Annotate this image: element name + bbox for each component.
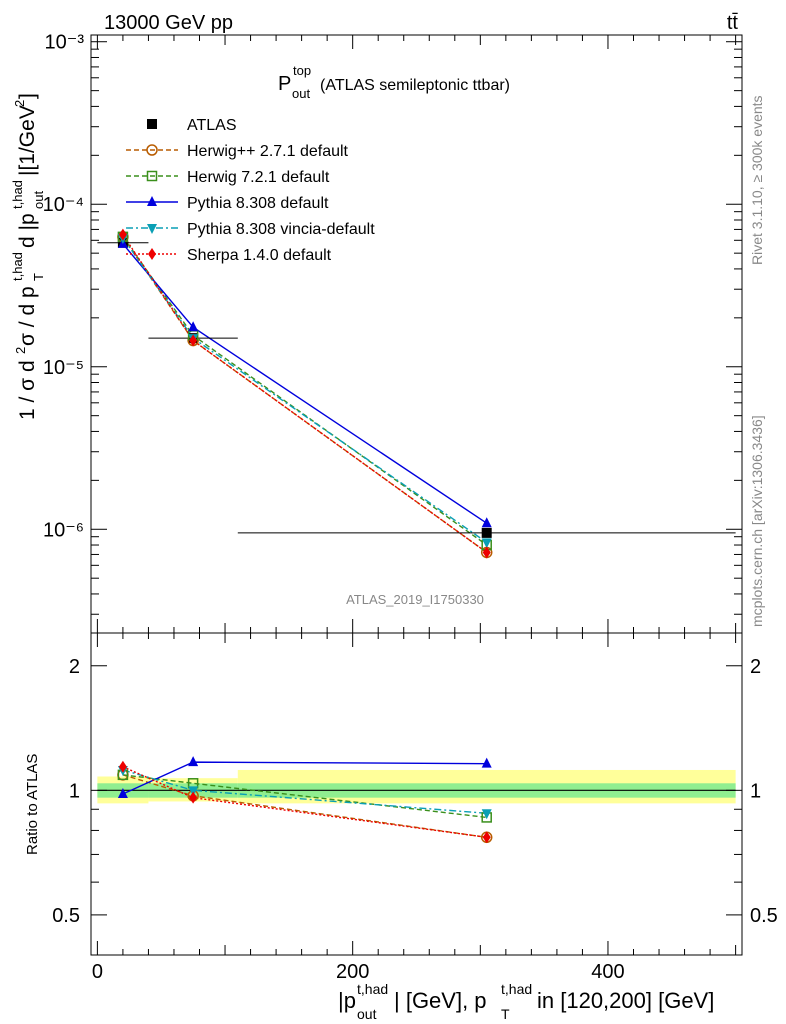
rivet-label: Rivet 3.1.10, ≥ 300k events	[749, 95, 765, 265]
x-axis-label: |p t,had out | [GeV], p t,had T in [120,…	[338, 981, 714, 1022]
x-label-part-1: |p	[338, 988, 356, 1013]
ratio-point-sherpa-1-4-0-default-0	[118, 760, 127, 773]
main-series-markers	[97, 228, 736, 559]
y-ratio-tick-label-left-0: 0.5	[52, 905, 80, 927]
y-label-sup-4: 2	[12, 100, 27, 107]
ratio-point-sherpa-1-4-0-default-1	[189, 791, 198, 804]
main-series-lines	[122, 234, 488, 554]
title-rest: (ATLAS semileptonic ttbar)	[320, 77, 510, 94]
y-label-part-1: 1 / σ d	[16, 360, 39, 420]
title-superscript: top	[293, 63, 311, 78]
x-tick-label-1: 200	[336, 961, 369, 983]
main-line-pythia-8-308-vincia-default	[122, 237, 488, 543]
y-label-part-3: d |p	[16, 213, 39, 248]
main-point-pythia-8-308-vincia-default-2	[481, 538, 492, 549]
legend-marker-pythia-8-308-vincia-default	[147, 224, 157, 234]
legend-label-herwig-2-7-1-default: Herwig++ 2.7.1 default	[187, 143, 349, 160]
ratio-point-sherpa-1-4-0-default-2	[482, 831, 491, 844]
main-point-sherpa-1-4-0-default-0	[118, 228, 127, 241]
main-point-sherpa-1-4-0-default-1	[189, 334, 198, 347]
legend-marker-pythia-8-308-default	[147, 196, 157, 206]
axis-ticks	[91, 35, 742, 956]
main-point-pythia-8-308-default-2	[481, 517, 492, 528]
legend-label-pythia-8-308-vincia-default: Pythia 8.308 vincia-default	[187, 221, 375, 238]
main-line-herwig-7-2-1-default	[122, 236, 488, 546]
x-tick-label-2: 400	[591, 961, 624, 983]
main-point-sherpa-1-4-0-default-2	[482, 546, 491, 559]
y-label-sub-3: out	[31, 191, 46, 209]
ratio-series-markers	[117, 756, 493, 844]
x-label-sup-1: t,had	[357, 981, 388, 997]
y-label-part-4: |[1/GeV	[16, 105, 39, 176]
y-main-tick-label-1: 10⁻⁵	[43, 357, 84, 379]
ratio-point-pythia-8-308-default-0	[117, 787, 128, 798]
main-point-atlas-2	[481, 527, 492, 538]
analysis-id: ATLAS_2019_I1750330	[346, 592, 484, 607]
plot-title: P top out (ATLAS semileptonic ttbar)	[278, 63, 510, 101]
y-label-part-2: σ / d p	[16, 286, 39, 346]
x-label-sup-2: t,had	[501, 981, 532, 997]
y-ratio-tick-label-right-1: 1	[750, 780, 761, 802]
ratio-point-pythia-8-308-vincia-default-1	[188, 786, 199, 797]
energy-label: 13000 GeV pp	[104, 12, 233, 34]
y-main-tick-label-0: 10⁻⁶	[43, 519, 84, 541]
y-ratio-tick-label-right-2: 2	[750, 656, 761, 678]
main-point-pythia-8-308-default-1	[188, 321, 199, 332]
x-label-part-2: | [GeV], p	[394, 988, 487, 1013]
legend-label-herwig-7-2-1-default: Herwig 7.2.1 default	[187, 169, 330, 186]
ratio-point-pythia-8-308-default-2	[481, 757, 492, 768]
axis-tick-labels: 0 200 400 10⁻⁶ 10⁻⁵ 10⁻⁴ 10⁻³ 0.5 0.5 1 1 2 2	[43, 32, 778, 983]
legend: ATLAS Herwig++ 2.7.1 default Herwig 7.2.1 …	[126, 117, 375, 264]
ratio-y-axis-label: Ratio to ATLAS	[24, 754, 41, 855]
legend-marker-herwig-2-7-1-default	[146, 144, 158, 156]
y-ratio-tick-label-left-1: 1	[69, 780, 80, 802]
mcplots-label: mcplots.cern.ch [arXiv:1306.3436]	[749, 415, 765, 627]
ratio-line-herwig-7-2-1-default	[122, 774, 487, 819]
legend-label-sherpa-1-4-0-default: Sherpa 1.4.0 default	[187, 247, 332, 264]
y-ratio-tick-label-left-2: 2	[69, 656, 80, 678]
legend-label-atlas: ATLAS	[187, 117, 237, 134]
y-label-sup-1: 2	[13, 347, 28, 354]
y-main-tick-label-3: 10⁻³	[45, 32, 85, 54]
ratio-point-pythia-8-308-vincia-default-2	[481, 809, 492, 820]
y-label-sup-2: t,had	[10, 252, 25, 281]
main-line-sherpa-1-4-0-default	[122, 234, 488, 554]
main-line-herwig-2-7-1-default	[122, 236, 488, 554]
ratio-point-pythia-8-308-default-1	[188, 756, 199, 767]
legend-marker-atlas	[147, 119, 157, 129]
y-label-part-5: ]	[16, 93, 39, 99]
y-label-sup-3: t,had	[10, 180, 25, 209]
y-main-tick-label-2: 10⁻⁴	[43, 194, 84, 216]
process-label: tt̄	[727, 12, 739, 34]
x-tick-label-0: 0	[92, 961, 103, 983]
x-label-sub-2: T	[501, 1006, 510, 1022]
y-ratio-tick-label-right-0: 0.5	[750, 905, 778, 927]
x-label-part-3: in [120,200] [GeV]	[537, 988, 714, 1013]
main-line-pythia-8-308-default	[122, 243, 488, 524]
title-p: P	[278, 73, 291, 95]
main-y-axis-label: 1 / σ d 2 σ / d p t,had T d |p t,had out…	[10, 93, 46, 420]
title-subscript: out	[292, 86, 310, 101]
legend-label-pythia-8-308-default: Pythia 8.308 default	[187, 195, 329, 212]
ratio-panel-frame	[90, 632, 743, 956]
legend-marker-sherpa-1-4-0-default	[148, 248, 156, 260]
y-label-sub-2: T	[31, 273, 46, 281]
legend-marker-herwig-7-2-1-default	[146, 170, 158, 182]
x-label-sub-1: out	[357, 1006, 377, 1022]
ratio-uncertainty-bands	[97, 769, 736, 804]
